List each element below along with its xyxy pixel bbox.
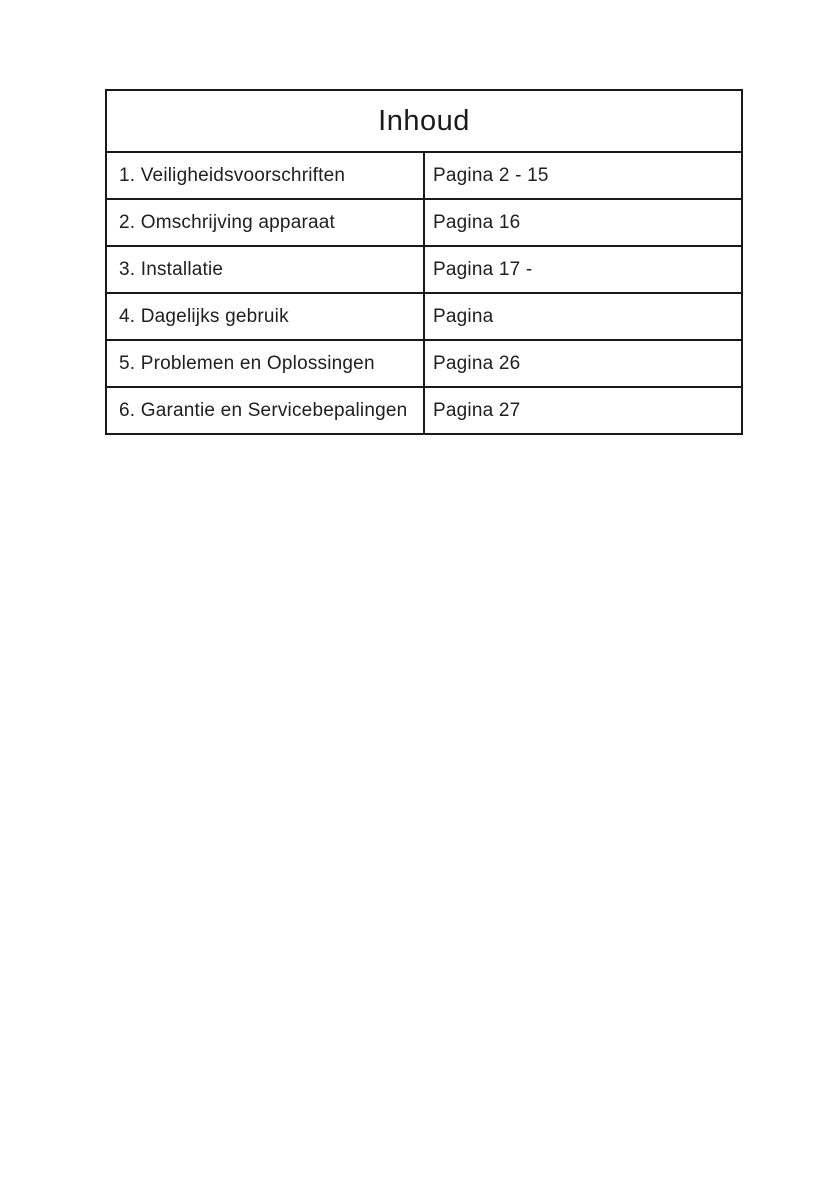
toc-item-page: Pagina 27 <box>423 386 743 435</box>
toc-item-page: Pagina 2 - 15 <box>423 151 743 200</box>
toc-row: 3. Installatie Pagina 17 - <box>105 245 743 294</box>
toc-row: 2. Omschrijving apparaat Pagina 16 <box>105 198 743 247</box>
toc-item-page: Pagina 17 - <box>423 245 743 294</box>
toc-item-label: 4. Dagelijks gebruik <box>105 292 425 341</box>
toc-header-row: Inhoud <box>105 89 743 153</box>
toc-item-label: 2. Omschrijving apparaat <box>105 198 425 247</box>
toc-item-page: Pagina <box>423 292 743 341</box>
toc-item-label: 3. Installatie <box>105 245 425 294</box>
toc-item-label: 6. Garantie en Servicebepalingen <box>105 386 425 435</box>
toc-row: 1. Veiligheidsvoorschriften Pagina 2 - 1… <box>105 151 743 200</box>
toc-row: 5. Problemen en Oplossingen Pagina 26 <box>105 339 743 388</box>
toc-title: Inhoud <box>105 89 743 153</box>
toc-item-label: 1. Veiligheidsvoorschriften <box>105 151 425 200</box>
toc-row: 4. Dagelijks gebruik Pagina <box>105 292 743 341</box>
toc-item-page: Pagina 16 <box>423 198 743 247</box>
toc-table: Inhoud 1. Veiligheidsvoorschriften Pagin… <box>105 89 743 435</box>
toc-row: 6. Garantie en Servicebepalingen Pagina … <box>105 386 743 435</box>
toc-item-page: Pagina 26 <box>423 339 743 388</box>
toc-item-label: 5. Problemen en Oplossingen <box>105 339 425 388</box>
